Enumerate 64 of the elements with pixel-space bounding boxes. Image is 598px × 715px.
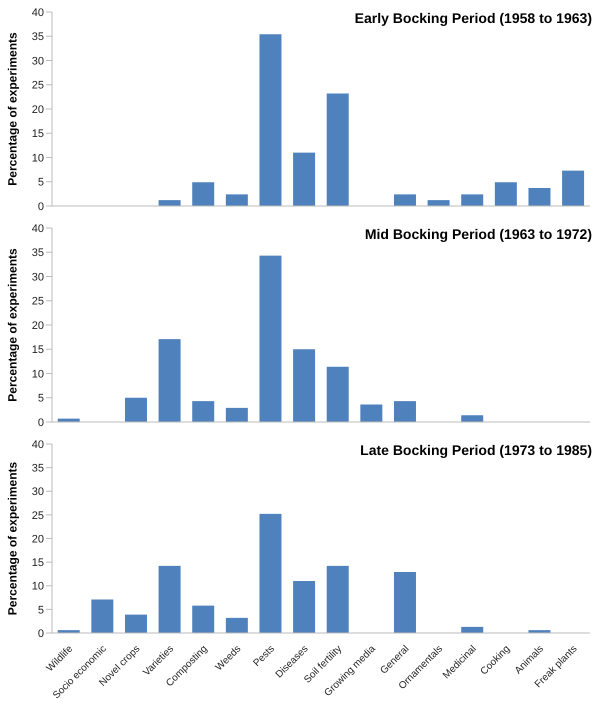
bar	[461, 415, 484, 422]
bar	[91, 599, 114, 633]
y-tick-label: 35	[32, 31, 44, 44]
bar	[562, 170, 584, 206]
y-tick-label: 25	[32, 510, 44, 522]
y-tick-label: 40	[32, 438, 44, 451]
bar	[528, 188, 550, 206]
chart-title: Mid Bocking Period (1963 to 1972)	[364, 226, 592, 242]
bar	[326, 366, 349, 422]
bar	[192, 401, 214, 422]
y-tick-label: 10	[32, 580, 44, 593]
bar	[226, 194, 248, 206]
bar	[326, 566, 349, 633]
y-tick-label: 10	[32, 368, 44, 380]
y-tick-label: 15	[32, 557, 44, 570]
y-axis-title: Percentage of experiments	[5, 461, 20, 616]
bar	[192, 606, 214, 633]
bar	[158, 566, 181, 633]
bar	[124, 614, 147, 633]
bar	[394, 572, 416, 633]
y-tick-label: 10	[32, 152, 44, 164]
y-tick-label: 15	[32, 344, 44, 356]
bar	[192, 182, 214, 206]
chart-title: Early Bocking Period (1958 to 1963)	[354, 10, 592, 26]
y-tick-label: 0	[38, 200, 44, 213]
y-tick-label: 5	[38, 392, 44, 405]
y-tick-label: 30	[32, 271, 44, 284]
y-tick-label: 20	[32, 533, 44, 546]
bar	[293, 152, 316, 206]
y-tick-label: 35	[32, 247, 44, 260]
bar	[226, 408, 248, 422]
bar	[226, 618, 248, 633]
y-tick-label: 25	[32, 80, 44, 92]
bar	[461, 194, 484, 206]
y-tick-label: 20	[32, 104, 44, 116]
y-tick-label: 0	[38, 628, 44, 640]
bar	[158, 339, 181, 422]
y-tick-label: 5	[38, 176, 44, 189]
y-tick-label: 20	[32, 320, 44, 332]
bar	[394, 401, 416, 422]
y-tick-label: 30	[32, 486, 44, 498]
bar	[259, 514, 282, 633]
y-axis-title: Percentage of experiments	[5, 32, 20, 186]
bar	[394, 194, 416, 206]
bar	[293, 581, 316, 633]
y-tick-label: 40	[32, 222, 44, 235]
bar	[158, 200, 181, 206]
y-tick-label: 35	[32, 462, 44, 475]
y-tick-label: 30	[32, 55, 44, 68]
bar	[259, 34, 282, 206]
y-tick-label: 5	[38, 604, 44, 616]
y-tick-label: 15	[32, 128, 44, 140]
y-tick-label: 25	[32, 296, 44, 308]
y-tick-label: 40	[32, 6, 44, 19]
bar	[293, 349, 316, 422]
bar	[124, 398, 147, 422]
chart-title: Late Bocking Period (1973 to 1985)	[360, 442, 592, 458]
bar	[259, 256, 282, 422]
bar	[494, 182, 517, 206]
bar	[360, 404, 382, 422]
y-tick-label: 0	[38, 416, 44, 429]
bar	[326, 93, 349, 206]
bar	[428, 200, 450, 206]
y-axis-title: Percentage of experiments	[5, 248, 20, 402]
